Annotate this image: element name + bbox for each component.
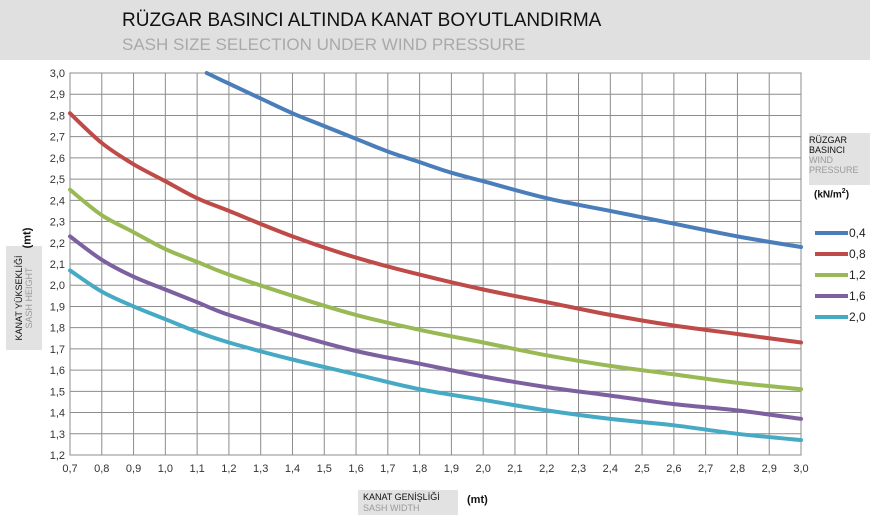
x-tick-label: 2,0 (476, 463, 491, 475)
x-tick-label: 1,1 (189, 463, 204, 475)
x-tick-label: 0,7 (62, 463, 77, 475)
series-line-1-6 (68, 234, 803, 421)
y-axis-title: KANAT YÜKSEKLİĞİ SASH HEIGHT (14, 255, 34, 340)
y-tick-label: 1,4 (50, 408, 65, 420)
y-tick-label: 2,6 (50, 153, 65, 165)
y-tick-label: 1,2 (50, 450, 65, 462)
x-axis-title-en: SASH WIDTH (363, 503, 420, 513)
legend-label: 2,0 (849, 310, 866, 324)
x-tick-label: 2,8 (730, 463, 745, 475)
x-tick-label: 3,0 (793, 463, 808, 475)
x-tick-label: 2,5 (634, 463, 649, 475)
y-axis-title-box: KANAT YÜKSEKLİĞİ SASH HEIGHT (6, 246, 42, 350)
y-tick-label: 1,8 (50, 323, 65, 335)
legend-unit: (kN/m2) (814, 188, 849, 200)
series-line-0-8 (68, 111, 803, 345)
chart-subtitle: SASH SIZE SELECTION UNDER WIND PRESSURE (122, 35, 526, 54)
chart-grid (69, 72, 802, 456)
x-tick-label: 1,6 (348, 463, 363, 475)
y-tick-label: 2,3 (50, 217, 65, 229)
x-tick-label: 1,2 (221, 463, 236, 475)
x-axis-title-box: KANAT GENİŞLİĞİ SASH WIDTH (358, 490, 458, 515)
y-tick-label: 1,5 (50, 386, 65, 398)
legend-title-en-1: WIND (809, 155, 833, 165)
y-axis-title-tr: KANAT YÜKSEKLİĞİ (14, 255, 24, 341)
legend-title-box: RÜZGAR BASINCI WIND PRESSURE (809, 133, 870, 185)
x-tick-label: 1,3 (253, 463, 268, 475)
y-tick-label: 2,9 (50, 89, 65, 101)
x-tick-label: 2,7 (698, 463, 713, 475)
tick-labels: 0,7 0,8 0,9 1,0 1,1 1,2 1,3 1,4 1,5 1,6 1,7 1,8 1,9 2… (50, 68, 809, 475)
y-tick-label: 2,1 (50, 259, 65, 271)
x-tick-label: 1,7 (380, 463, 395, 475)
x-tick-label: 1,5 (317, 463, 332, 475)
y-tick-label: 2,0 (50, 280, 65, 292)
y-tick-label: 2,5 (50, 174, 65, 186)
y-tick-label: 1,6 (50, 365, 65, 377)
series-line-2-0 (68, 268, 803, 443)
chart-title: RÜZGAR BASINCI ALTINDA KANAT BOYUTLANDIR… (122, 10, 602, 31)
y-tick-label: 3,0 (50, 68, 65, 80)
legend-title-en-2: PRESSURE (809, 165, 859, 175)
y-tick-label: 2,7 (50, 132, 65, 144)
x-tick-label: 1,8 (412, 463, 427, 475)
x-tick-label: 1,0 (158, 463, 173, 475)
x-axis-unit: (mt) (467, 494, 488, 506)
series-line-0-4 (204, 71, 803, 249)
legend-label: 1,6 (849, 289, 866, 303)
legend-unit-close: ) (845, 189, 850, 201)
series-lines (68, 71, 803, 443)
x-tick-label: 2,9 (762, 463, 777, 475)
y-tick-label: 1,9 (50, 301, 65, 313)
legend-label: 1,2 (849, 268, 866, 282)
y-tick-label: 2,8 (50, 110, 65, 122)
x-tick-label: 0,8 (94, 463, 109, 475)
series-line-1-2 (68, 187, 803, 392)
legend-title-tr-1: RÜZGAR (809, 135, 847, 145)
x-tick-label: 0,9 (126, 463, 141, 475)
x-tick-label: 2,4 (603, 463, 618, 475)
legend-label: 0,4 (849, 226, 866, 240)
y-tick-label: 1,7 (50, 344, 65, 356)
legend: 0,4 0,8 1,2 1,6 2,0 (815, 226, 866, 324)
x-tick-label: 2,6 (666, 463, 681, 475)
legend-label: 0,8 (849, 247, 866, 261)
x-tick-label: 1,4 (285, 463, 300, 475)
legend-unit-sup: 2 (841, 188, 846, 195)
legend-title-tr-2: BASINCI (809, 145, 846, 155)
x-tick-label: 1,9 (444, 463, 459, 475)
x-tick-label: 2,1 (507, 463, 522, 475)
title-bar (0, 0, 870, 60)
legend-unit-main: (kN/m (814, 189, 842, 201)
y-tick-label: 1,3 (50, 429, 65, 441)
x-tick-label: 2,2 (539, 463, 554, 475)
y-tick-label: 2,4 (50, 195, 65, 207)
y-axis-unit: (mt) (21, 227, 34, 249)
x-tick-label: 2,3 (571, 463, 586, 475)
y-tick-label: 2,2 (50, 238, 65, 250)
x-axis-title-tr: KANAT GENİŞLİĞİ (363, 492, 440, 502)
y-axis-title-en: SASH HEIGHT (24, 267, 34, 329)
